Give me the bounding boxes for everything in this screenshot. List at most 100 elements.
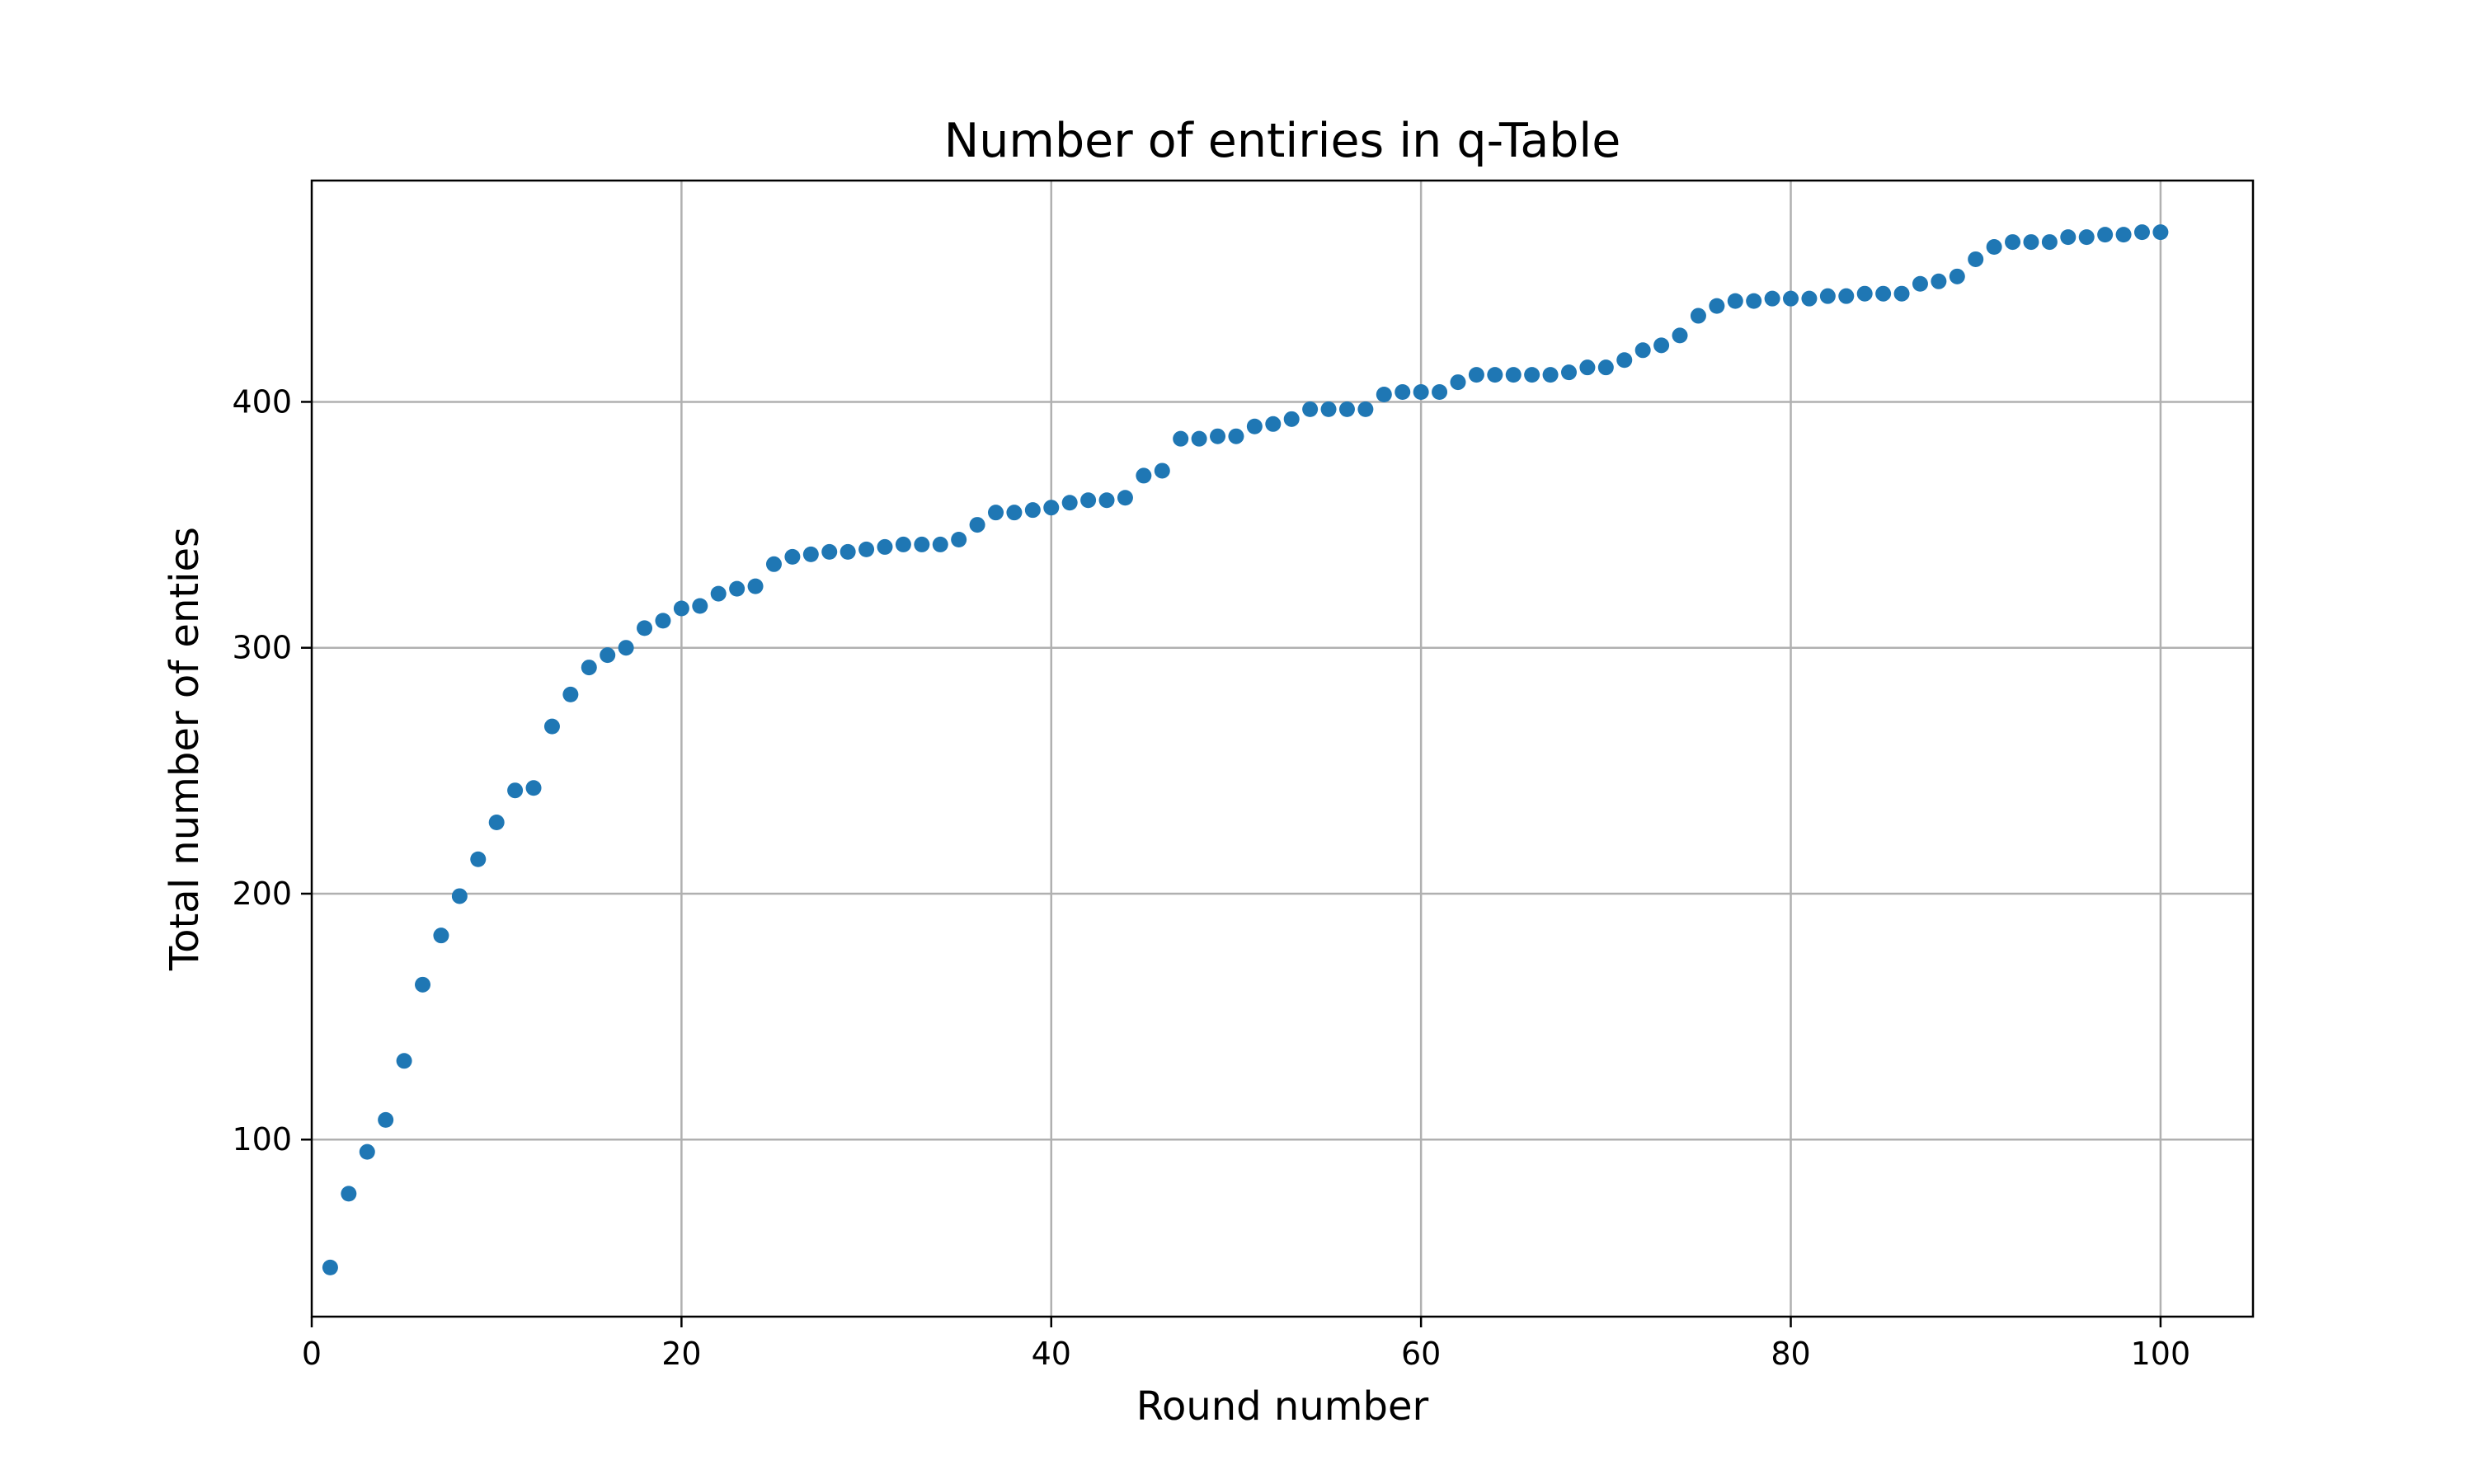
y-axis-ticks: 100 200 300 400 (232, 383, 312, 1158)
data-point (1616, 352, 1633, 369)
data-point (562, 686, 579, 702)
data-point (1246, 418, 1263, 434)
data-point (359, 1144, 375, 1160)
data-point (969, 517, 985, 533)
data-point (1061, 495, 1078, 511)
data-point (525, 780, 542, 796)
data-point (1376, 386, 1392, 402)
data-point (1579, 359, 1596, 376)
data-point (765, 556, 782, 572)
data-point (1672, 327, 1688, 344)
data-point (581, 660, 597, 676)
data-point (1653, 337, 1670, 354)
data-point (858, 541, 875, 557)
data-point (1524, 367, 1540, 383)
data-point (821, 543, 838, 560)
x-axis-label: Round number (1136, 1383, 1429, 1430)
data-point (1117, 490, 1133, 506)
data-points (322, 224, 2169, 1275)
data-point (1395, 384, 1411, 401)
data-point (396, 1053, 412, 1069)
data-point (1968, 251, 1984, 267)
data-point (2133, 224, 2150, 241)
data-point (673, 600, 689, 617)
data-point (1080, 492, 1097, 509)
data-point (543, 718, 560, 735)
data-point (1746, 293, 1762, 309)
data-point (729, 580, 745, 597)
x-tick-label: 20 (661, 1336, 701, 1372)
grid-lines (312, 181, 2253, 1317)
data-point (341, 1186, 357, 1202)
data-point (322, 1259, 338, 1275)
chart-title: Number of entiries in q-Table (944, 114, 1621, 168)
data-point (1819, 288, 1836, 304)
data-point (1302, 401, 1319, 417)
y-tick-label: 300 (232, 630, 292, 666)
y-tick-label: 400 (232, 383, 292, 420)
data-point (1856, 285, 1873, 302)
data-point (1413, 384, 1429, 401)
data-point (1098, 492, 1115, 509)
x-tick-label: 100 (2131, 1336, 2191, 1372)
data-point (747, 578, 764, 594)
data-point (2060, 229, 2077, 246)
data-point (692, 598, 708, 614)
data-point (1875, 285, 1892, 302)
data-point (1838, 288, 1855, 304)
plot-frame (310, 179, 2255, 1318)
data-point (1542, 367, 1559, 383)
data-point (1432, 384, 1448, 401)
data-point (2152, 224, 2169, 241)
data-point (914, 536, 930, 552)
data-point (1006, 505, 1023, 521)
data-point (988, 505, 1004, 521)
y-tick-label: 100 (232, 1121, 292, 1158)
data-point (637, 620, 653, 636)
data-point (1468, 367, 1484, 383)
data-point (1136, 467, 1152, 484)
data-point (1338, 401, 1355, 417)
data-point (1283, 411, 1300, 427)
data-point (378, 1111, 394, 1128)
data-point (1709, 298, 1725, 314)
data-point (1210, 428, 1226, 444)
data-point (710, 585, 727, 602)
data-point (1986, 239, 2002, 256)
data-point (507, 782, 524, 799)
data-point (1931, 273, 1947, 289)
data-point (1801, 290, 1818, 307)
x-tick-label: 80 (1771, 1336, 1810, 1372)
data-point (1191, 430, 1207, 447)
x-axis-ticks: 0 20 40 60 80 100 (302, 1317, 2190, 1372)
x-tick-label: 60 (1401, 1336, 1441, 1372)
data-point (1727, 293, 1743, 309)
data-point (1043, 500, 1060, 516)
data-point (1450, 374, 1466, 391)
y-axis-label: Total number of enties (162, 527, 208, 971)
data-point (1893, 285, 1910, 302)
data-point (932, 536, 948, 552)
data-point (1357, 401, 1374, 417)
data-point (1024, 502, 1041, 519)
data-point (802, 546, 819, 562)
data-point (1597, 359, 1614, 376)
data-point (1783, 290, 1799, 307)
data-point (1912, 275, 1928, 292)
data-point (1228, 428, 1244, 444)
x-tick-label: 0 (302, 1336, 322, 1372)
data-point (1154, 463, 1170, 479)
data-point (2078, 229, 2095, 246)
data-point (2115, 227, 2132, 243)
data-point (451, 888, 468, 904)
data-point (2023, 234, 2039, 251)
data-point (655, 613, 671, 629)
x-tick-label: 40 (1032, 1336, 1071, 1372)
data-point (415, 976, 431, 993)
data-point (1320, 401, 1337, 417)
data-point (1949, 268, 1965, 284)
data-point (470, 851, 487, 867)
y-tick-label: 200 (232, 876, 292, 912)
data-point (951, 531, 967, 547)
